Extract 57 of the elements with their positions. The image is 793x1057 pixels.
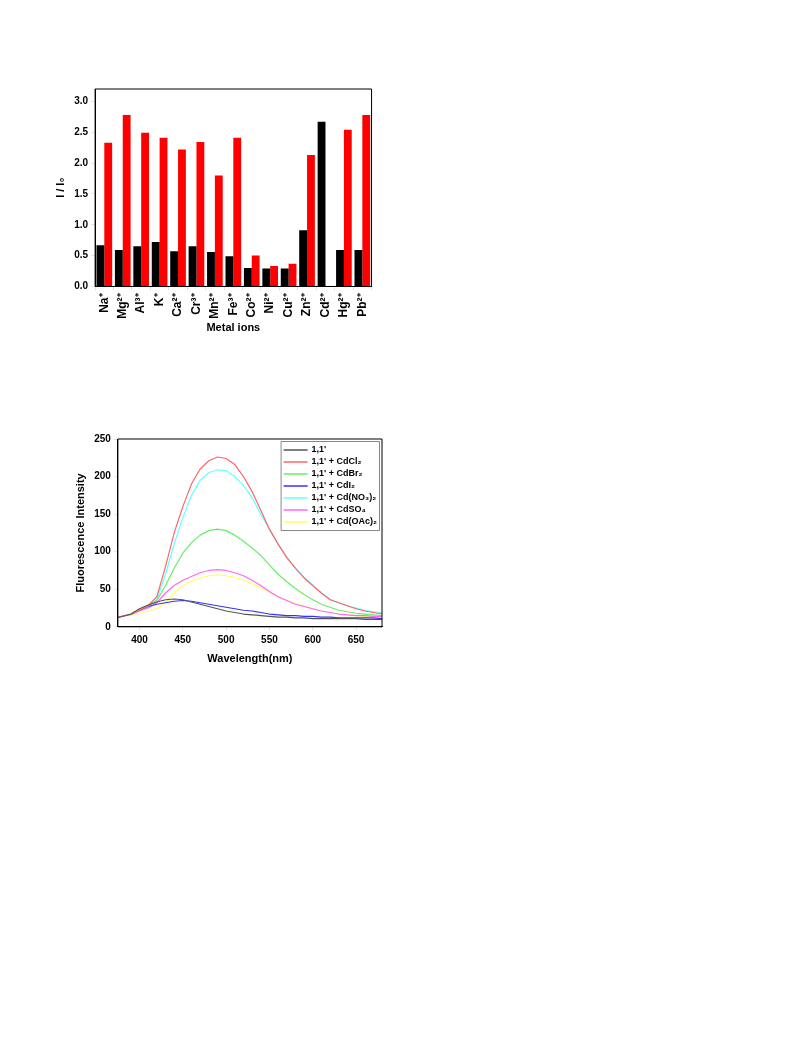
x-tick-label: Co²⁺	[244, 293, 259, 318]
y-tick-label: 100	[94, 545, 112, 557]
y-tick-label: 150	[94, 507, 112, 519]
y-axis-title: Fluorescence Intensity	[73, 472, 86, 593]
x-axis-title: Metal ions	[206, 321, 261, 334]
bar	[104, 142, 113, 286]
y-tick-label: 0.5	[74, 249, 89, 261]
legend-label: 1,1' + Cd(NO₃)₂	[311, 492, 377, 503]
y-tick-label: 0.0	[74, 280, 89, 292]
x-tick-label: 400	[131, 633, 149, 645]
legend-label: 1,1' + CdCl₂	[311, 456, 362, 467]
x-tick-label: Cu²⁺	[280, 293, 295, 318]
x-tick-label: 650	[347, 633, 365, 645]
y-tick-label: 50	[99, 582, 112, 594]
x-tick-label: Ni²⁺	[262, 293, 277, 314]
y-tick-label: 1.0	[74, 218, 89, 230]
y-tick-label: 1.5	[74, 187, 89, 199]
x-tick-label: K⁺	[151, 293, 166, 307]
x-tick-label: Hg²⁺	[336, 293, 351, 318]
x-tick-label: 600	[304, 633, 322, 645]
x-tick-label: Mn²⁺	[207, 293, 222, 319]
bar	[307, 155, 315, 286]
x-axis-title: Wavelength(nm)	[207, 652, 293, 665]
legend-label: 1,1' + CdSO₄	[311, 504, 366, 515]
bar	[343, 129, 352, 286]
x-tick-label: Al³⁺	[133, 293, 148, 314]
bar	[178, 149, 186, 286]
bar	[270, 266, 279, 286]
legend-label: 1,1'	[311, 444, 327, 455]
bar	[362, 114, 371, 286]
x-tick-label: Ca²⁺	[170, 293, 185, 317]
bar	[251, 255, 260, 286]
legend-label: 1,1' + CdBr₂	[311, 468, 363, 479]
y-tick-label: 2.5	[74, 125, 89, 137]
y-tick-label: 250	[94, 432, 112, 444]
bar	[233, 137, 242, 286]
bar	[141, 132, 150, 286]
y-tick-label: 2.0	[74, 156, 89, 168]
x-tick-label: Mg²⁺	[115, 293, 130, 319]
y-axis-title: I / I₀	[53, 177, 66, 198]
legend-label: 1,1' + Cd(OAc)₂	[311, 516, 377, 527]
bar	[122, 114, 131, 286]
y-tick-label: 3.0	[74, 95, 89, 107]
x-tick-label: Na⁺	[96, 293, 111, 313]
x-tick-label: 500	[217, 633, 235, 645]
x-tick-label: Fe³⁺	[225, 293, 240, 316]
x-tick-label: 450	[174, 633, 192, 645]
y-tick-label: 0	[105, 620, 112, 632]
x-tick-label: Cd²⁺	[317, 293, 332, 318]
x-tick-label: Zn²⁺	[299, 293, 314, 317]
y-tick-label: 200	[94, 470, 112, 482]
x-tick-label: Cr³⁺	[188, 293, 203, 315]
x-tick-label: Pb²⁺	[354, 293, 369, 317]
bar	[196, 142, 205, 286]
bar	[214, 175, 223, 286]
x-tick-label: 550	[261, 633, 279, 645]
legend-label: 1,1' + CdI₂	[311, 480, 355, 491]
